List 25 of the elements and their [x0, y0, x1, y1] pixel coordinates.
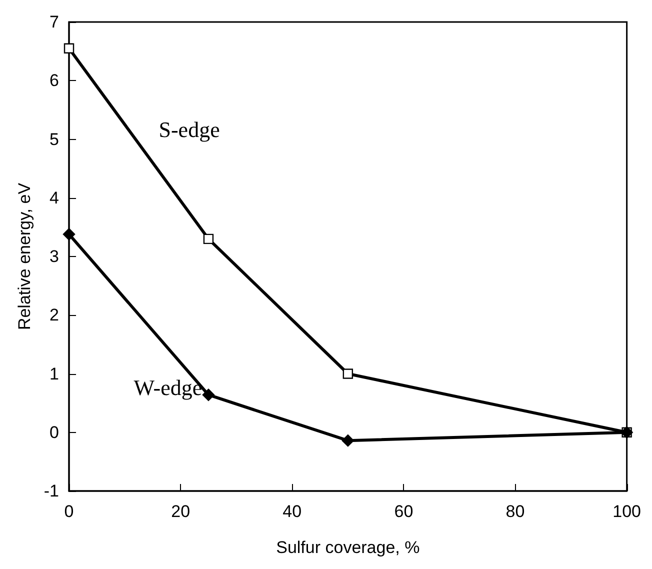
y-axis-title: Relative energy, eV [15, 182, 34, 330]
y-tick-label: 2 [50, 306, 60, 325]
x-tick-label: 100 [612, 502, 642, 521]
y-tick-label: -1 [44, 482, 60, 500]
point [202, 388, 215, 401]
y-tick-label: 0 [50, 422, 60, 442]
y-tick-label: 6 [50, 71, 60, 90]
x-tick-label: 80 [506, 502, 525, 521]
series-label: S-edge [158, 117, 220, 142]
x-tick-label: 40 [282, 502, 302, 521]
point [62, 228, 76, 240]
point [64, 43, 74, 54]
y-tick-label: 1 [50, 364, 60, 384]
x-tick-label: 20 [171, 502, 190, 521]
point [342, 368, 354, 379]
x-tick-label: 0 [64, 502, 74, 521]
y-tick-label: 4 [50, 188, 60, 208]
y-tick-label: 5 [50, 130, 60, 149]
y-tick-label: 3 [50, 247, 60, 266]
point [203, 234, 214, 244]
x-tick-label: 60 [394, 502, 414, 521]
y-tick-label: 7 [50, 12, 60, 32]
series-label: W-edge [134, 375, 202, 400]
point [342, 434, 354, 447]
x-axis-title: Sulfur coverage, % [276, 538, 420, 557]
